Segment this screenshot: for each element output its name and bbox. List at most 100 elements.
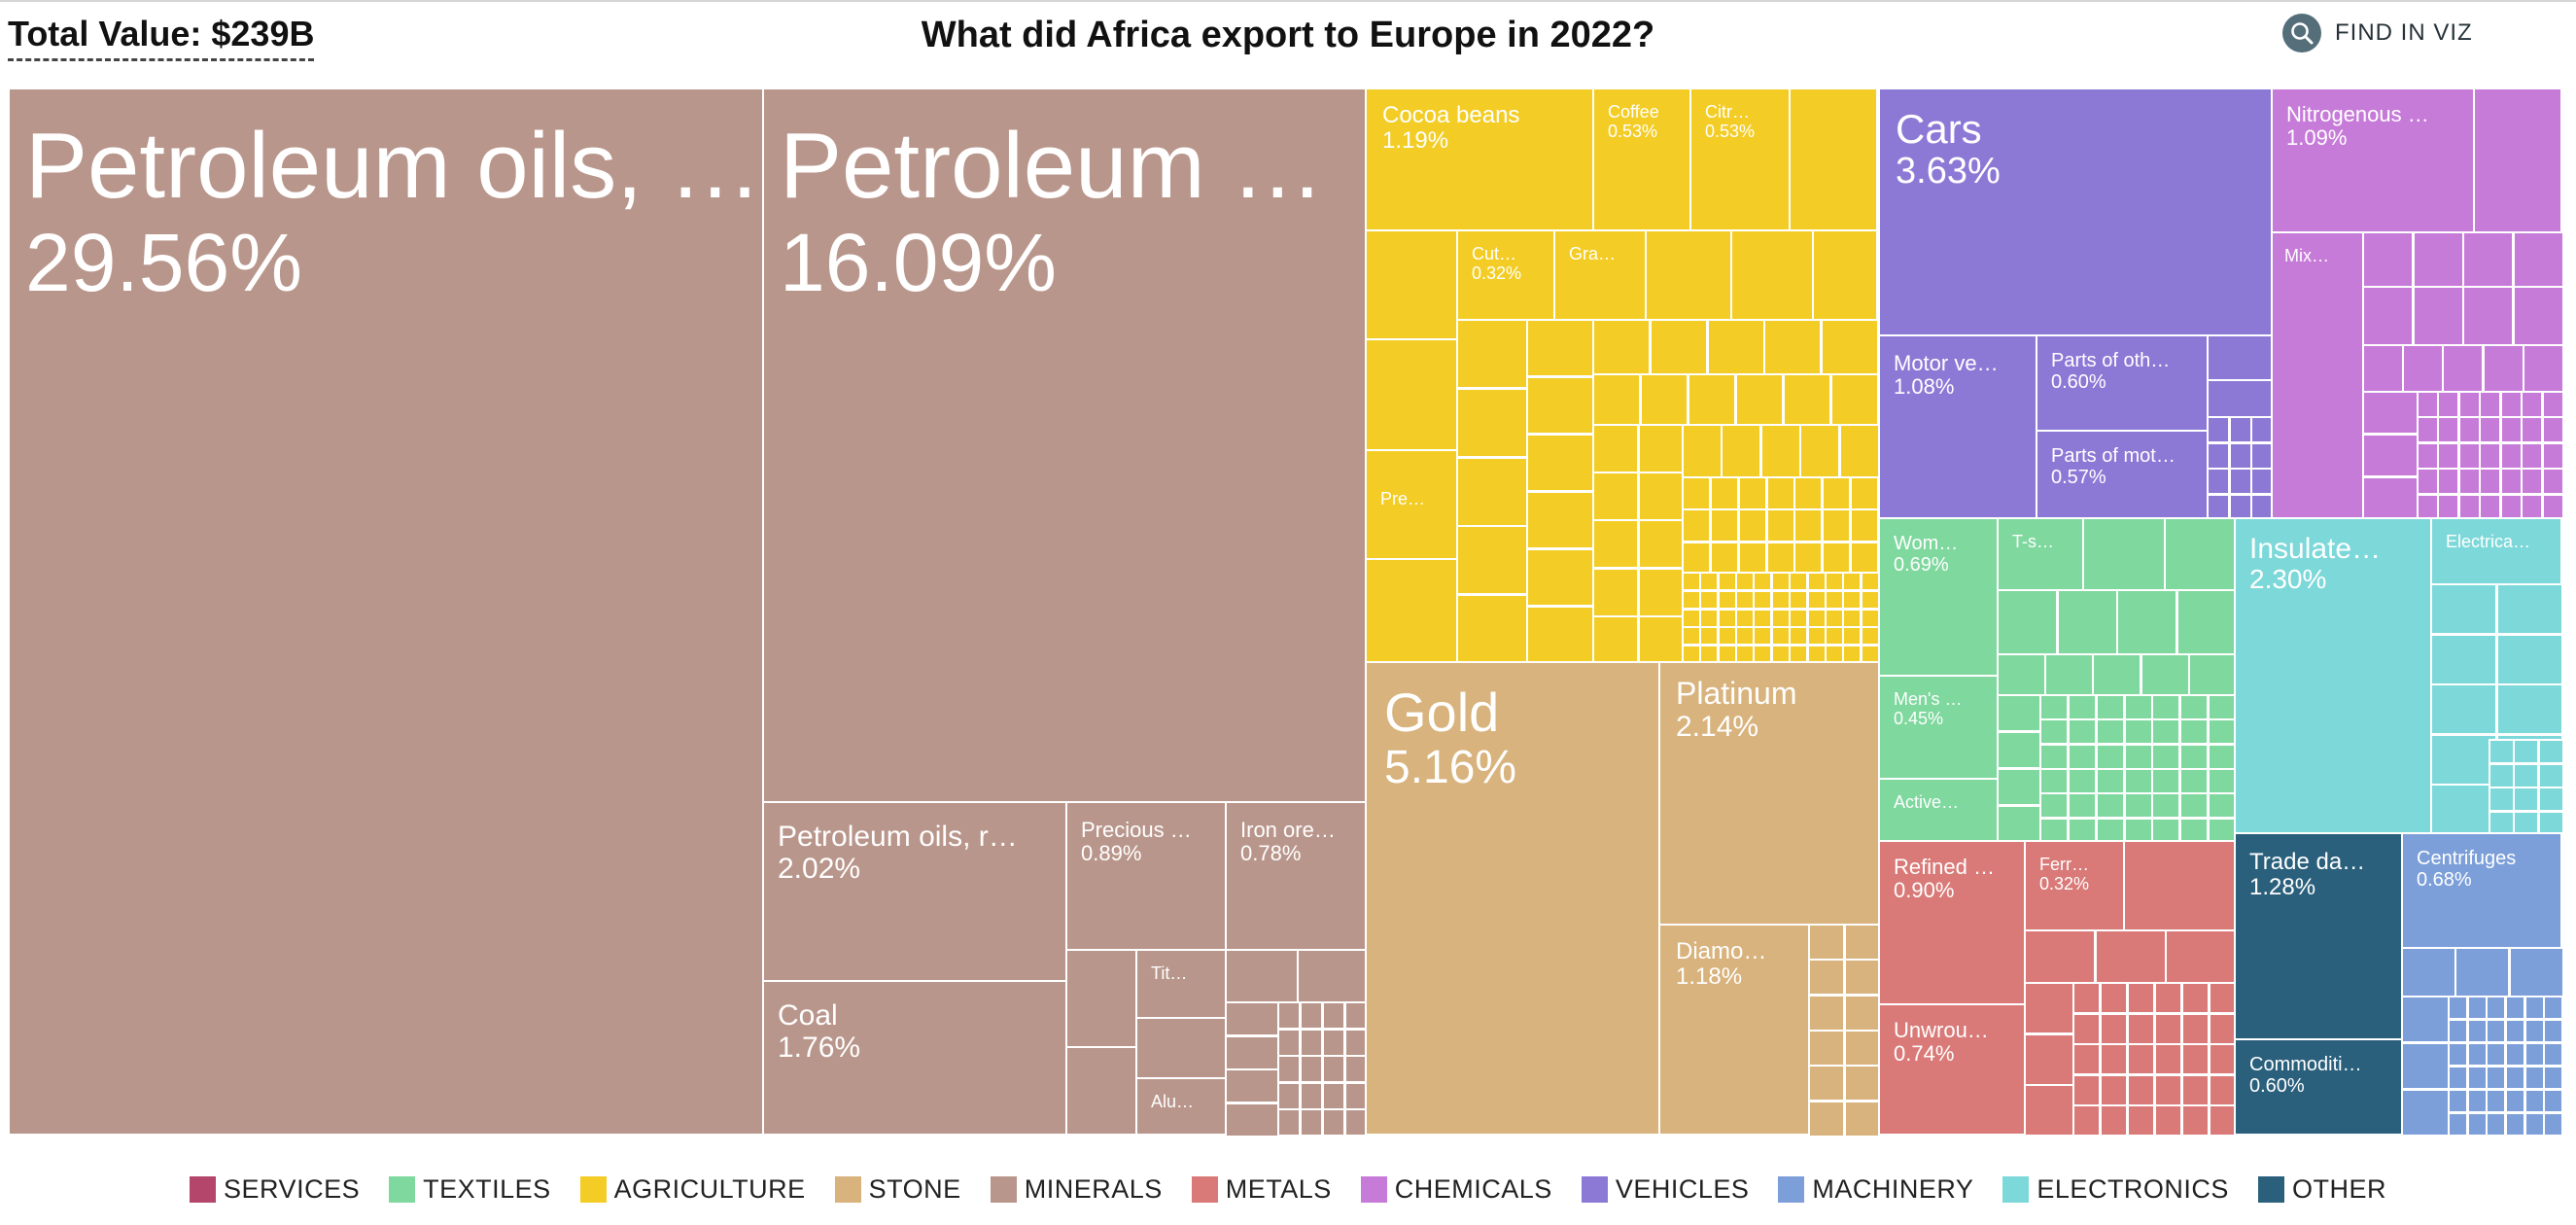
tile-agriculture-product[interactable] — [1825, 626, 1844, 646]
tile-agriculture-product[interactable]: Cut… 0.32% — [1456, 229, 1555, 321]
tile-agriculture-product[interactable] — [1807, 590, 1827, 610]
tile-textiles-product[interactable] — [2208, 768, 2237, 794]
tile-agriculture-product[interactable] — [1861, 609, 1880, 628]
tile-minerals-product[interactable] — [1344, 1108, 1368, 1137]
tile-metals-product[interactable] — [2209, 982, 2237, 1014]
tile-chemicals-product[interactable] — [2362, 434, 2419, 477]
tile-agriculture-product[interactable] — [1807, 609, 1827, 628]
tile-electronics-product[interactable] — [2538, 763, 2564, 788]
tile-chemicals-product[interactable] — [2500, 391, 2523, 418]
tile-chemicals-product[interactable] — [2542, 442, 2564, 470]
tile-metals-product[interactable] — [2209, 1043, 2237, 1075]
tile-chemicals-product[interactable]: Mix… — [2271, 231, 2364, 519]
tile-agriculture-product[interactable] — [1793, 508, 1823, 542]
tile-agriculture-product[interactable] — [1842, 626, 1862, 646]
tile-agriculture-product[interactable] — [1825, 590, 1844, 610]
tile-textiles-product[interactable] — [2044, 653, 2094, 697]
tile-stone-product[interactable] — [1808, 1101, 1845, 1138]
tile-agriculture-product[interactable] — [1753, 609, 1772, 628]
tile-textiles-product[interactable] — [2092, 653, 2141, 697]
tile-agriculture-product[interactable] — [1638, 615, 1685, 665]
legend-item-stone[interactable]: STONE — [834, 1174, 961, 1205]
tile-chemicals-product[interactable] — [2479, 442, 2501, 470]
tile-machinery-product[interactable] — [2505, 1042, 2525, 1067]
tile-textiles-product[interactable]: Active… — [1878, 778, 1999, 842]
tile-chemicals-product[interactable] — [2362, 286, 2414, 347]
tile-machinery-product[interactable] — [2467, 1066, 2488, 1090]
tile-metals-product[interactable] — [2123, 840, 2236, 931]
tile-agriculture-product[interactable] — [1592, 519, 1639, 569]
tile-vehicles-product[interactable] — [2229, 494, 2252, 521]
tile-agriculture-product[interactable] — [1456, 594, 1528, 664]
tile-minerals-product[interactable]: Coal 1.76% — [762, 980, 1067, 1136]
tile-textiles-product[interactable] — [2039, 694, 2069, 720]
tile-textiles-product[interactable] — [2151, 792, 2180, 819]
tile-agriculture-product[interactable] — [1645, 229, 1732, 321]
tile-agriculture-product[interactable] — [1718, 572, 1737, 591]
tile-machinery-product[interactable] — [2505, 996, 2525, 1020]
tile-metals-product[interactable] — [2072, 1074, 2101, 1106]
tile-agriculture-product[interactable] — [1699, 572, 1719, 591]
tile-agriculture-product[interactable] — [1718, 609, 1737, 628]
tile-agriculture-product[interactable]: Pre… — [1365, 449, 1458, 560]
tile-machinery-product[interactable] — [2524, 1066, 2545, 1090]
tile-stone-product[interactable] — [1808, 1030, 1845, 1067]
tile-agriculture-product[interactable] — [1753, 572, 1772, 591]
tile-textiles-product[interactable] — [2208, 718, 2237, 745]
tile-textiles-product[interactable] — [2096, 718, 2125, 745]
tile-minerals-product[interactable] — [1300, 1108, 1323, 1137]
legend-item-agriculture[interactable]: AGRICULTURE — [579, 1174, 806, 1205]
tile-vehicles-product[interactable]: Motor ve… 1.08% — [1878, 334, 2037, 519]
tile-metals-product[interactable] — [2127, 1104, 2155, 1137]
tile-agriculture-product[interactable] — [1638, 568, 1685, 617]
tile-electronics-product[interactable] — [2430, 583, 2497, 635]
tile-machinery-product[interactable] — [2486, 1089, 2506, 1113]
tile-minerals-product[interactable] — [1322, 1108, 1345, 1137]
tile-electronics-product[interactable] — [2538, 787, 2564, 812]
tile-chemicals-product[interactable] — [2500, 468, 2523, 495]
tile-agriculture-product[interactable] — [1771, 590, 1791, 610]
tile-agriculture-product[interactable] — [1592, 472, 1639, 521]
tile-agriculture-product[interactable] — [1821, 319, 1879, 376]
tile-textiles-product[interactable] — [2039, 744, 2069, 770]
tile-agriculture-product[interactable] — [1735, 609, 1755, 628]
tile-machinery-product[interactable] — [2401, 947, 2456, 998]
tile-metals-product[interactable] — [2154, 1013, 2182, 1045]
tile-agriculture-product[interactable] — [1526, 491, 1594, 549]
tile-chemicals-product[interactable] — [2500, 442, 2523, 470]
tile-vehicles-product[interactable] — [2250, 494, 2274, 521]
tile-electronics-product[interactable] — [2513, 739, 2539, 764]
tile-agriculture-product[interactable] — [1771, 609, 1791, 628]
tile-vehicles-product[interactable] — [2207, 494, 2230, 521]
tile-chemicals-product[interactable] — [2479, 391, 2501, 418]
tile-vehicles-product[interactable] — [2207, 334, 2273, 381]
tile-metals-product[interactable] — [2095, 929, 2167, 985]
tile-metals-product[interactable] — [2154, 1043, 2182, 1075]
tile-chemicals-product[interactable] — [2362, 231, 2414, 289]
tile-stone-product[interactable]: Platinum 2.14% — [1658, 661, 1880, 926]
tile-chemicals-product[interactable] — [2473, 88, 2562, 233]
tile-stone-product[interactable]: Diamo… 1.18% — [1658, 924, 1810, 1136]
tile-agriculture-product[interactable] — [1753, 626, 1772, 646]
tile-agriculture-product[interactable] — [1807, 626, 1827, 646]
tile-machinery-product[interactable] — [2467, 1112, 2488, 1137]
tile-agriculture-product[interactable] — [1825, 609, 1844, 628]
tile-agriculture-product[interactable] — [1830, 373, 1879, 427]
tile-agriculture-product[interactable] — [1710, 508, 1739, 542]
tile-electronics-product[interactable] — [2496, 634, 2563, 685]
tile-chemicals-product[interactable] — [2500, 416, 2523, 443]
tile-agriculture-product[interactable] — [1771, 626, 1791, 646]
tile-agriculture-product[interactable] — [1592, 568, 1639, 617]
tile-agriculture-product[interactable] — [1850, 476, 1879, 510]
tile-metals-product[interactable] — [2072, 1104, 2101, 1137]
tile-chemicals-product[interactable] — [2417, 391, 2439, 418]
tile-metals-product[interactable] — [2181, 1013, 2210, 1045]
find-in-viz-button[interactable]: FIND IN VIZ — [2282, 14, 2473, 52]
tile-electronics-product[interactable] — [2513, 787, 2539, 812]
tile-textiles-product[interactable] — [2068, 744, 2097, 770]
tile-agriculture-product[interactable] — [1807, 572, 1827, 591]
tile-machinery-product[interactable] — [2486, 1112, 2506, 1137]
tile-chemicals-product[interactable] — [2513, 231, 2564, 289]
tile-agriculture-product[interactable] — [1592, 615, 1639, 665]
tile-textiles-product[interactable] — [2124, 768, 2153, 794]
